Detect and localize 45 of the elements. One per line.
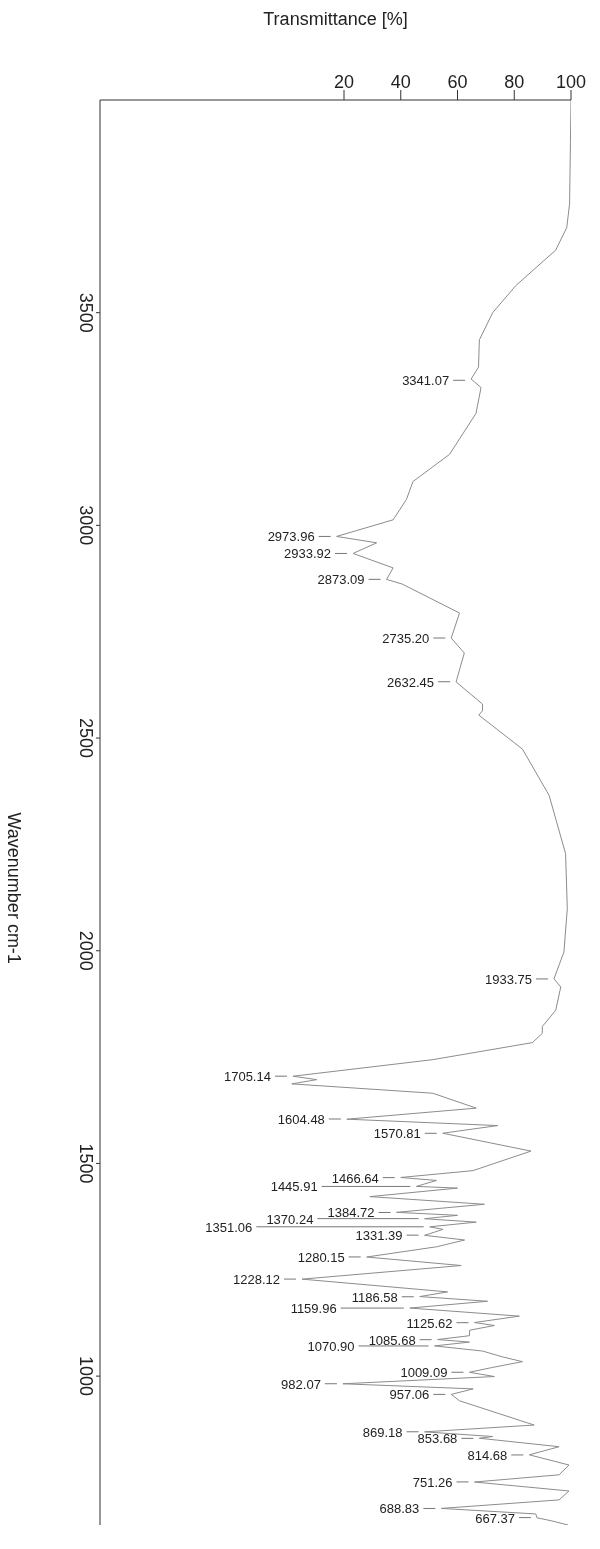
annotation: 688.83: [379, 1501, 420, 1517]
y-tick-label: 2000: [76, 930, 96, 971]
x-tick-label: 60: [447, 72, 468, 92]
annotation: 1009.09: [400, 1365, 448, 1381]
annotation: 1070.90: [307, 1338, 355, 1354]
y-tick-label: 3500: [76, 292, 96, 333]
x-tick-label: 100: [555, 72, 587, 92]
y-tick-label: 3000: [76, 505, 96, 546]
y-tick-label: 1000: [76, 1356, 96, 1397]
annotation: 1604.48: [277, 1111, 325, 1127]
y-tick-label: 1500: [76, 1143, 96, 1184]
y-axis-title: Wavenumber cm-1: [3, 812, 24, 964]
annotation: 869.18: [362, 1424, 403, 1440]
y-tick-label: 2500: [76, 718, 96, 759]
annotation: 1085.68: [368, 1332, 416, 1348]
annotation: 667.37: [475, 1510, 515, 1526]
annotation: 1228.12: [233, 1272, 281, 1288]
annotation: 1186.58: [351, 1289, 398, 1305]
annotation: 2632.45: [387, 674, 435, 690]
annotation: 1351.06: [205, 1219, 253, 1235]
annotation: 1466.64: [331, 1170, 379, 1186]
annotation: 814.68: [467, 1447, 508, 1463]
annotation: 2933.92: [284, 546, 332, 562]
annotation: 751.26: [412, 1474, 453, 1490]
annotation: 1445.91: [270, 1179, 318, 1195]
x-tick-label: 20: [334, 72, 355, 92]
annotation: 1280.15: [297, 1249, 345, 1265]
x-axis-title: Transmittance [%]: [263, 8, 408, 29]
x-tick-label: 80: [504, 72, 525, 92]
annotation: 957.06: [389, 1387, 430, 1403]
annotation: 1570.81: [373, 1126, 421, 1142]
annotation: 2973.96: [267, 529, 315, 545]
annotation: 1125.62: [406, 1315, 453, 1331]
annotation: 1384.72: [327, 1205, 375, 1221]
annotation: 2735.20: [382, 631, 430, 647]
annotation: 1705.14: [223, 1069, 271, 1085]
annotation: 1370.24: [266, 1211, 314, 1227]
annotation: 982.07: [281, 1376, 321, 1392]
annotation: 853.68: [417, 1431, 458, 1447]
annotation: 1331.39: [355, 1228, 403, 1244]
annotation: 2873.09: [317, 572, 365, 588]
annotation: 1159.96: [290, 1301, 337, 1317]
annotation: 3341.07: [402, 373, 450, 389]
x-tick-label: 40: [390, 72, 411, 92]
annotation: 1933.75: [484, 971, 532, 987]
